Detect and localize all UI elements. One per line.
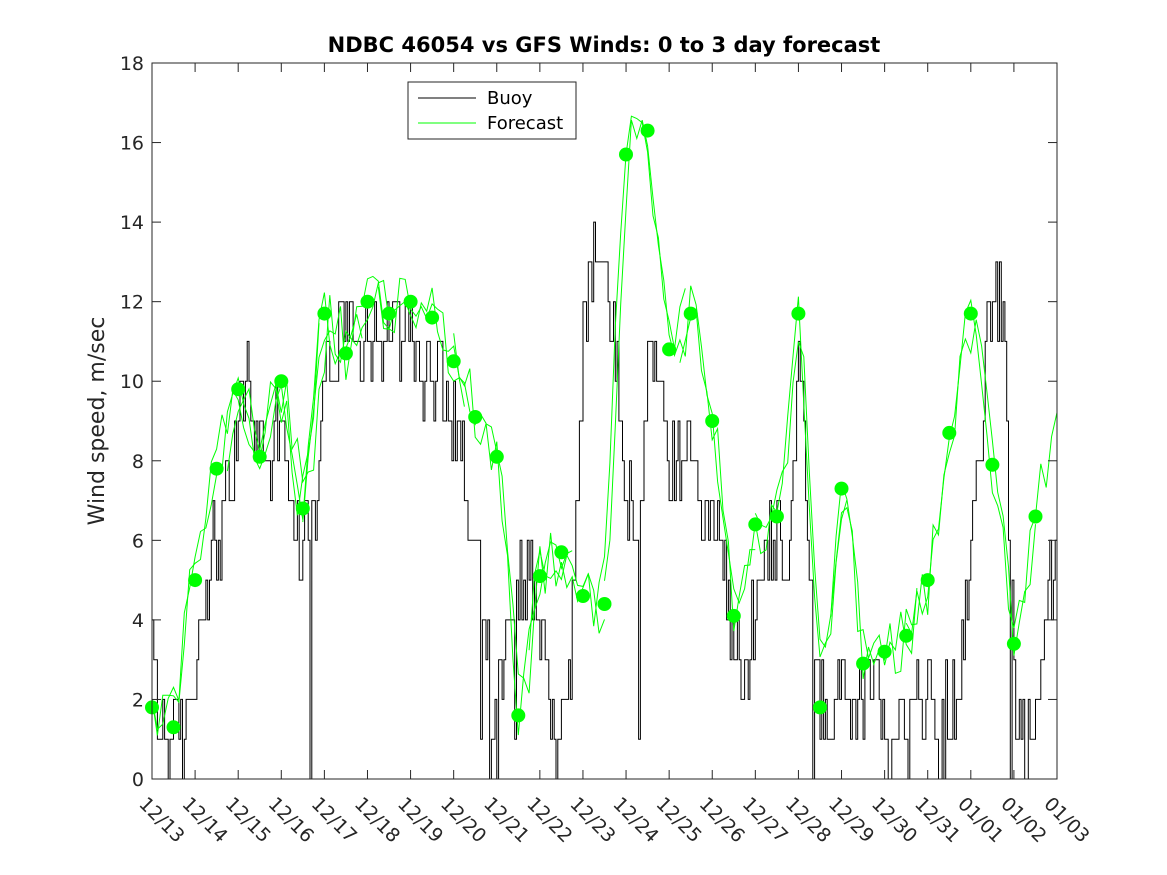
plot-area	[145, 115, 1058, 780]
forecast-marker	[489, 449, 504, 464]
buoy-series-line	[152, 221, 1058, 780]
forecast-marker	[511, 708, 526, 723]
forecast-marker	[317, 306, 332, 321]
forecast-marker	[769, 509, 784, 524]
y-tick-label: 4	[132, 610, 144, 632]
forecast-marker	[446, 354, 461, 369]
forecast-marker	[231, 382, 246, 397]
forecast-marker	[382, 306, 396, 321]
forecast-marker	[295, 501, 310, 516]
forecast-marker	[920, 573, 935, 588]
forecast-marker	[1006, 636, 1021, 651]
forecast-marker	[683, 306, 698, 321]
forecast-marker	[619, 147, 633, 162]
forecast-marker	[338, 346, 353, 361]
forecast-marker	[813, 700, 827, 715]
legend: Buoy Forecast	[407, 81, 577, 140]
y-tick-label: 8	[132, 451, 144, 473]
forecast-marker	[576, 589, 590, 603]
forecast-marker	[188, 573, 203, 588]
axes-box	[151, 62, 1058, 780]
forecast-marker	[791, 306, 806, 321]
y-tick-label: 0	[132, 769, 144, 791]
forecast-marker	[985, 457, 1000, 472]
forecast-marker	[942, 425, 957, 440]
forecast-marker	[425, 310, 440, 325]
forecast-marker	[748, 517, 763, 532]
forecast-marker	[834, 481, 849, 496]
forecast-series-line	[905, 298, 1058, 636]
y-tick-label: 12	[120, 292, 144, 314]
forecast-marker	[166, 720, 181, 735]
legend-box	[407, 81, 577, 140]
legend-entry-buoy: Buoy	[487, 88, 533, 109]
y-tick-label: 2	[132, 689, 144, 711]
forecast-marker	[662, 342, 677, 357]
y-tick-label: 14	[120, 212, 144, 234]
forecast-series-line	[754, 341, 918, 666]
y-tick-label: 6	[132, 530, 144, 552]
forecast-series-line	[679, 296, 848, 658]
legend-entry-forecast: Forecast	[487, 113, 563, 134]
forecast-marker	[597, 597, 612, 611]
forecast-marker	[468, 410, 483, 424]
forecast-marker	[1028, 509, 1043, 524]
y-tick-label: 10	[120, 371, 144, 393]
forecast-marker	[252, 449, 267, 464]
chart-title: NDBC 46054 vs GFS Winds: 0 to 3 day fore…	[328, 33, 881, 57]
forecast-marker	[360, 294, 375, 309]
forecast-marker	[877, 644, 892, 659]
forecast-series-line	[528, 115, 686, 651]
forecast-marker	[640, 123, 655, 138]
y-tick-label: 16	[120, 133, 144, 155]
forecast-marker	[963, 306, 978, 321]
y-tick-label: 18	[120, 53, 144, 75]
forecast-marker	[856, 656, 871, 671]
forecast-marker	[899, 628, 914, 643]
forecast-series-line	[226, 279, 390, 484]
forecast-marker	[726, 608, 741, 623]
forecast-series-line	[302, 275, 465, 523]
forecast-marker	[403, 294, 418, 309]
forecast-marker	[532, 569, 547, 584]
forecast-series-line	[377, 286, 573, 694]
y-axis-label: Wind speed, m/sec	[85, 317, 110, 526]
forecast-marker	[209, 461, 224, 476]
forecast-marker	[274, 374, 289, 389]
forecast-marker	[554, 545, 569, 560]
forecast-marker	[705, 414, 720, 428]
